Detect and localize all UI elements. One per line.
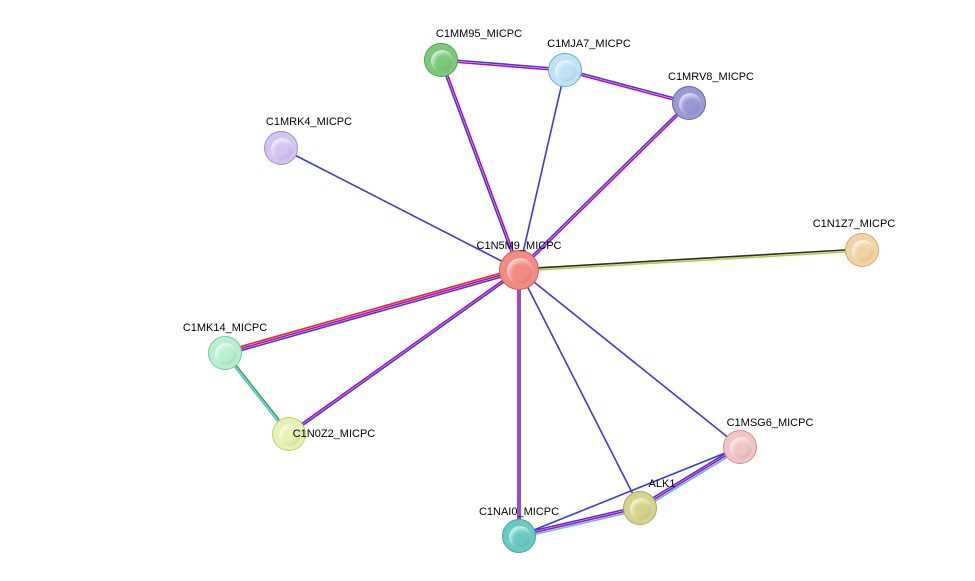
node-ALK1[interactable] [623, 491, 657, 525]
node-highlight [279, 424, 301, 446]
node-label: C1NAI0_MICPC [479, 506, 559, 518]
edge-experiment [581, 75, 672, 99]
node-label: C1N1Z7_MICPC [813, 218, 896, 230]
edge-experiment [448, 76, 513, 251]
edge-experiment [302, 281, 502, 424]
edge-coexpression [539, 250, 845, 268]
node-highlight [852, 240, 874, 262]
node-C1N1Z7_MICPC[interactable] [845, 233, 879, 267]
node-label: C1MRV8_MICPC [668, 71, 754, 83]
node-highlight [215, 343, 237, 365]
edge-experiment [241, 275, 499, 348]
edge-fusion [241, 274, 499, 347]
node-highlight [730, 437, 752, 459]
node-label: ALK1 [649, 478, 676, 490]
node-highlight [630, 498, 652, 520]
edge-experiment [536, 512, 624, 532]
node-label: C1MRK4_MICPC [266, 116, 352, 128]
node-highlight [507, 258, 533, 284]
edge-database [235, 367, 278, 421]
node-highlight [679, 93, 701, 115]
edge-experiment [655, 456, 726, 499]
edge-neighborhood [236, 366, 279, 420]
edge-layer [0, 0, 975, 581]
edge-homology [296, 156, 501, 261]
node-label: C1MSG6_MICPC [727, 417, 814, 429]
edge-homology [533, 114, 677, 255]
edge-homology [523, 87, 561, 251]
edge-homology [535, 510, 623, 530]
node-C1N0Z2_MICPC[interactable] [272, 417, 306, 451]
edge-homology [303, 282, 503, 425]
node-label: C1MK14_MICPC [183, 322, 267, 334]
node-label: C1MM95_MICPC [436, 28, 522, 40]
node-C1N5M9_MICPC[interactable] [499, 250, 539, 290]
node-highlight [555, 60, 577, 82]
node-C1MRV8_MICPC[interactable] [672, 86, 706, 120]
node-C1MRK4_MICPC[interactable] [264, 131, 298, 165]
node-label: C1MJA7_MICPC [547, 38, 631, 50]
edge-homology [535, 283, 727, 437]
node-highlight [509, 526, 531, 548]
edge-homology [528, 288, 632, 493]
node-C1MK14_MICPC[interactable] [208, 336, 242, 370]
node-highlight [431, 50, 453, 72]
edge-homology [242, 277, 500, 350]
node-C1MJA7_MICPC[interactable] [548, 53, 582, 87]
edge-homology [458, 60, 548, 67]
node-highlight [271, 138, 293, 160]
edge-homology [653, 454, 724, 497]
node-C1MSG6_MICPC[interactable] [723, 430, 757, 464]
node-C1NAI0_MICPC[interactable] [502, 519, 536, 553]
edge-experiment [534, 116, 678, 257]
network-canvas: C1N5M9_MICPCC1MM95_MICPCC1MJA7_MICPCC1MR… [0, 0, 975, 581]
edge-database [536, 514, 624, 534]
edge-homology [582, 73, 673, 97]
edge-database [656, 458, 727, 501]
node-C1MM95_MICPC[interactable] [424, 43, 458, 77]
edge-textmining [539, 252, 845, 270]
edge-homology [446, 76, 511, 251]
edge-experiment [458, 62, 548, 69]
